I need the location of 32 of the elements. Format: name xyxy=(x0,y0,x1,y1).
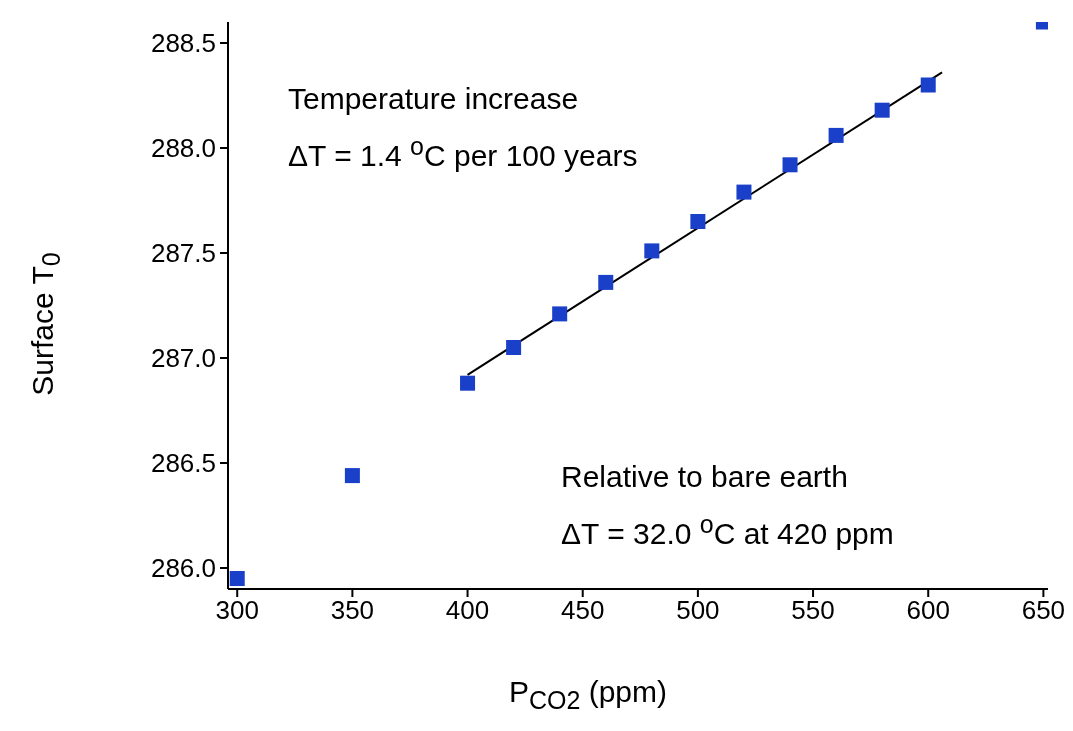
annotation: Relative to bare earth xyxy=(561,460,848,494)
x-axis-title: P$_{CO2}$ (ppm) xyxy=(507,675,669,715)
point xyxy=(920,77,936,93)
annotation: Temperature increase xyxy=(288,82,579,116)
x-tick-label: 450 xyxy=(561,595,605,626)
y-tick-label: 287.0 xyxy=(150,343,216,374)
annotation: ΔT = 32.0 $^{o}$C at 420 ppm xyxy=(561,510,894,551)
x-tick-label: 600 xyxy=(906,595,950,626)
x-tick-label: 300 xyxy=(215,595,259,626)
point xyxy=(229,571,245,586)
y-tick-label: 288.5 xyxy=(150,28,216,59)
annotation: ΔT = 1.4 $^{o}$C per 100 years xyxy=(288,132,638,173)
x-tick-label: 650 xyxy=(1021,595,1066,626)
point xyxy=(644,243,660,259)
point xyxy=(344,468,360,484)
point xyxy=(552,306,568,322)
x-tick-label: 350 xyxy=(330,595,375,626)
point xyxy=(690,214,706,229)
y-tick-label: 287.5 xyxy=(150,238,216,269)
y-tick-label: 288.0 xyxy=(150,133,216,164)
point xyxy=(782,157,798,173)
point xyxy=(874,102,890,118)
x-tick-label: 500 xyxy=(676,595,720,626)
x-tick-label: 400 xyxy=(445,595,490,626)
point xyxy=(828,127,844,143)
x-tick-label: 550 xyxy=(791,595,835,626)
point xyxy=(460,375,476,391)
point xyxy=(598,274,614,290)
y-tick-label: 286.5 xyxy=(150,448,216,479)
point xyxy=(736,184,752,200)
point xyxy=(506,340,522,355)
y-tick-label: 286.0 xyxy=(150,553,216,584)
